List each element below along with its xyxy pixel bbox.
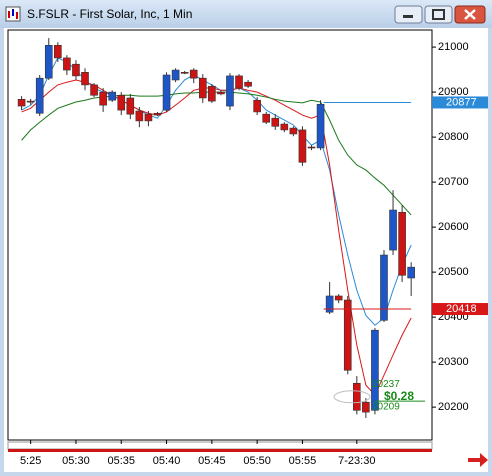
- price-marker-label: 20877: [446, 96, 477, 108]
- y-tick-label: 20200: [438, 401, 469, 413]
- candle-body: [217, 91, 225, 95]
- candle-body: [108, 91, 116, 101]
- candle-body: [298, 129, 307, 163]
- candle-body: [244, 81, 252, 87]
- candle-body: [380, 254, 388, 321]
- candle-body: [144, 113, 153, 122]
- y-tick-label: 20900: [438, 86, 469, 98]
- x-tick-label: 05:50: [243, 455, 271, 467]
- moving-average-line: [21, 91, 412, 216]
- candle-body: [208, 85, 216, 102]
- x-tick-label: 7-23:30: [338, 455, 375, 467]
- candle-body: [44, 45, 53, 79]
- price-marker-box: [432, 303, 488, 316]
- candle-body: [162, 74, 171, 111]
- app-icon: [5, 6, 21, 22]
- minimize-button[interactable]: [394, 5, 423, 24]
- x-tick-label: 05:55: [289, 455, 317, 467]
- range-low-label: 20209: [372, 402, 400, 413]
- candle-body: [180, 72, 189, 74]
- y-tick-label: 20700: [438, 176, 469, 188]
- price-marker-box: [432, 96, 488, 109]
- x-tick-label: 05:45: [198, 455, 226, 467]
- close-button[interactable]: [454, 5, 486, 24]
- candle-body: [389, 209, 397, 251]
- candle-body: [334, 295, 343, 301]
- candle-body: [54, 45, 62, 59]
- y-tick-label: 21000: [438, 41, 469, 53]
- range-highlight: [333, 390, 371, 404]
- price-marker-label: 20418: [446, 303, 477, 315]
- candle-body: [353, 382, 361, 411]
- candle-body: [407, 266, 415, 279]
- scroll-arrow[interactable]: [468, 453, 488, 467]
- candle-body: [307, 146, 316, 149]
- candle-body: [90, 84, 98, 96]
- y-tick-label: 20300: [438, 356, 469, 368]
- candle-body: [126, 97, 135, 115]
- candle-body: [343, 299, 352, 371]
- range-value-label: $0.28: [384, 389, 414, 403]
- maximize-button[interactable]: [424, 5, 453, 24]
- session-strip: [7, 441, 433, 450]
- candle-body: [72, 63, 80, 77]
- candle-body: [235, 75, 243, 89]
- candle-body: [253, 99, 261, 113]
- candle-body: [362, 401, 370, 413]
- candle-body: [189, 69, 198, 79]
- window-title: S.FSLR - First Solar, Inc, 1 Min: [27, 7, 192, 21]
- candle-body: [63, 57, 71, 71]
- candle-body: [371, 329, 379, 411]
- x-tick-label: 05:35: [107, 455, 135, 467]
- candle-body: [171, 69, 180, 81]
- candle-body: [26, 100, 35, 103]
- candle-body: [135, 110, 144, 122]
- candle-body: [198, 77, 207, 99]
- candle-body: [117, 94, 126, 111]
- candle-body: [17, 99, 26, 107]
- candle-body: [316, 103, 325, 149]
- candle-body: [81, 72, 89, 86]
- candle-body: [99, 91, 107, 106]
- plot-border: [7, 29, 433, 441]
- y-tick-label: 20800: [438, 131, 469, 143]
- y-tick-label: 20500: [438, 266, 469, 278]
- x-tick-label: 5:25: [20, 455, 41, 467]
- candle-body: [153, 112, 162, 116]
- candle-body: [289, 127, 298, 135]
- candle-body: [325, 295, 334, 313]
- x-tick-label: 05:40: [153, 455, 181, 467]
- candle-body: [262, 113, 271, 123]
- candle-body: [226, 75, 234, 107]
- x-tick-label: 05:30: [62, 455, 90, 467]
- candle-body: [271, 117, 280, 127]
- candle-body: [35, 77, 44, 114]
- candle-body: [398, 211, 406, 276]
- session-bar: [8, 449, 432, 452]
- range-high-label: 20237: [372, 379, 400, 390]
- candle-body: [280, 123, 289, 131]
- y-tick-label: 20600: [438, 221, 469, 233]
